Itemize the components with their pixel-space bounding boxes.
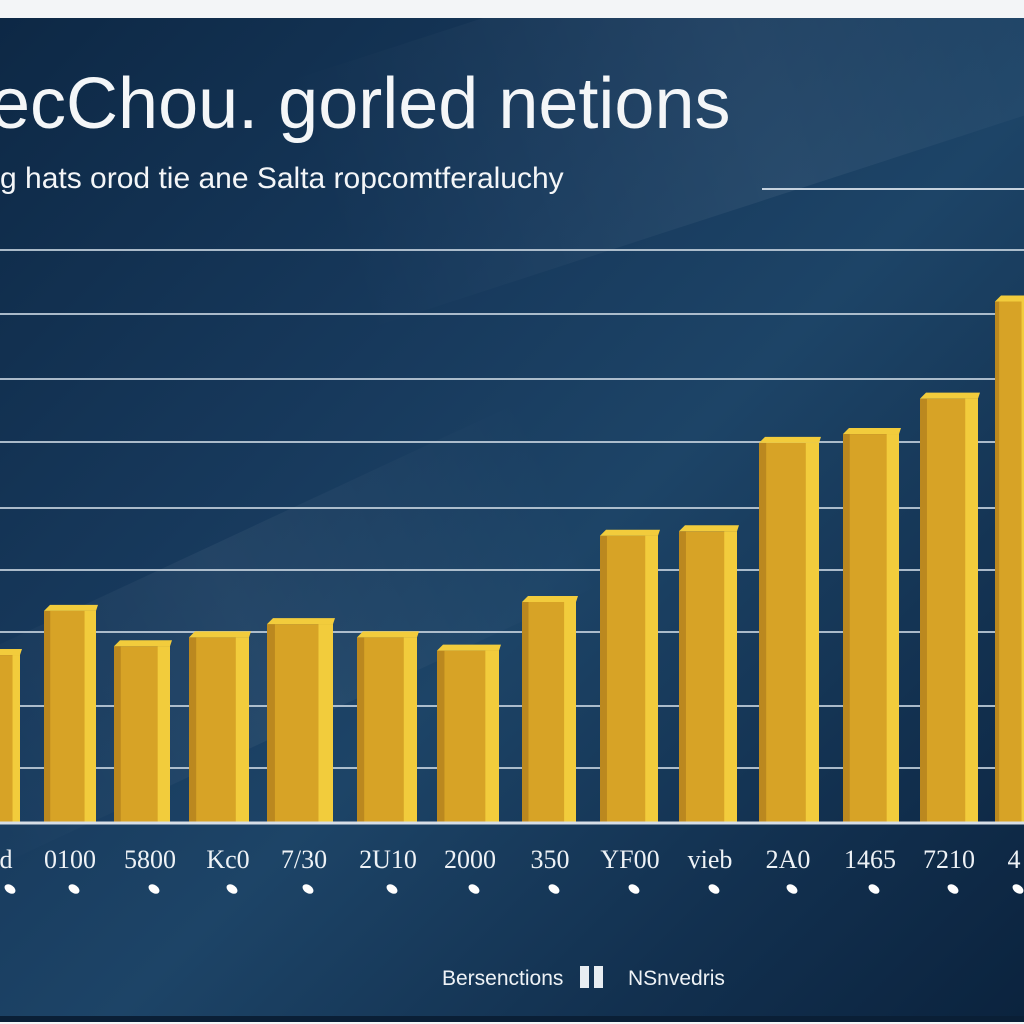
- legend-swatch: [580, 966, 589, 988]
- x-tick-label: vieb: [688, 845, 733, 874]
- bar-cap: [0, 649, 22, 656]
- tick-marker: [302, 884, 314, 894]
- legend-label: NSnvedris: [628, 967, 725, 990]
- bar-shade: [679, 531, 686, 823]
- bar-shade: [522, 602, 529, 823]
- bar-body: [995, 301, 1024, 823]
- tick-marker: [4, 884, 16, 894]
- bar: [357, 631, 419, 823]
- bar: [0, 649, 22, 823]
- x-tick-label: 7210: [923, 845, 975, 874]
- chart-subtitle: g hats orod tie ane Salta ropcomtferaluc…: [0, 162, 564, 195]
- bar-shade: [920, 398, 927, 823]
- bar-shade: [759, 442, 767, 823]
- tick-marker: [786, 884, 798, 894]
- bar-side: [235, 637, 249, 823]
- x-tick-label: 2A0: [766, 845, 811, 874]
- bar-cap: [267, 618, 335, 625]
- bar-shade: [995, 301, 1000, 823]
- bar-side: [886, 434, 899, 823]
- x-tick-label: YF00: [600, 845, 659, 874]
- bar-shade: [114, 646, 121, 823]
- x-tick-label: 7/30: [281, 845, 327, 874]
- tick-marker: [628, 884, 640, 894]
- bar-side: [84, 610, 96, 823]
- bar-side: [12, 655, 20, 823]
- tick-marker: [1012, 884, 1024, 894]
- bar-side: [318, 624, 333, 823]
- bar-cap: [679, 525, 739, 532]
- bar-shade: [600, 535, 607, 823]
- bar: [267, 618, 335, 823]
- bar-cap: [759, 436, 821, 443]
- bar-side: [805, 442, 819, 823]
- bar-shade: [437, 650, 445, 823]
- bar-cap: [995, 295, 1024, 302]
- bar: [114, 640, 172, 823]
- tick-marker: [386, 884, 398, 894]
- bar-cap: [600, 529, 660, 536]
- bar-side: [564, 602, 576, 823]
- bar: [759, 436, 821, 823]
- bar-shade: [357, 637, 365, 823]
- x-tick-label: 1465: [844, 845, 896, 874]
- bar-side: [724, 531, 737, 823]
- bar: [679, 525, 739, 823]
- bar-side: [965, 398, 978, 823]
- bar-cap: [843, 428, 901, 435]
- bar: [44, 604, 98, 823]
- x-tick-label: 2000: [444, 845, 496, 874]
- x-tick-label: Kc0: [206, 845, 249, 874]
- x-tick-label: 4: [1008, 845, 1021, 874]
- bar-side: [485, 650, 499, 823]
- legend: Bersenctions NSnvedris: [442, 966, 725, 990]
- bar: [920, 392, 980, 823]
- bar-cap: [437, 644, 501, 651]
- bar-shade: [843, 434, 850, 823]
- tick-marker: [68, 884, 80, 894]
- bar-cap: [114, 640, 172, 647]
- legend-swatch: [594, 966, 603, 988]
- bar: [189, 631, 251, 823]
- bar-cap: [920, 392, 980, 399]
- bar: [522, 596, 578, 823]
- bar-shade: [44, 610, 51, 823]
- legend-label: Bersenctions: [442, 967, 563, 990]
- bar: [995, 295, 1024, 823]
- chart-title: ecChou. gorled netions: [0, 64, 731, 144]
- x-tick-label: 5800: [124, 845, 176, 874]
- bar-side: [645, 535, 658, 823]
- bar-cap: [44, 604, 98, 611]
- tick-marker: [708, 884, 720, 894]
- bar-cap: [189, 631, 251, 638]
- bar-side: [1021, 301, 1024, 823]
- bar-cap: [522, 596, 578, 602]
- x-tick-label: 0100: [44, 845, 96, 874]
- tick-marker: [548, 884, 560, 894]
- bar-shade: [267, 624, 275, 823]
- x-tick-label: 350: [531, 845, 570, 874]
- bar-side: [157, 646, 170, 823]
- tick-marker: [468, 884, 480, 894]
- bar-cap: [357, 631, 419, 638]
- bar: [600, 529, 660, 823]
- tick-marker: [148, 884, 160, 894]
- bar-side: [403, 637, 417, 823]
- x-tick-label: d: [0, 845, 13, 874]
- bar-shade: [189, 637, 197, 823]
- tick-marker: [868, 884, 880, 894]
- bar: [437, 644, 501, 823]
- tick-marker: [947, 884, 959, 894]
- tick-marker: [226, 884, 238, 894]
- x-tick-label: 2U10: [359, 845, 417, 874]
- bar: [843, 428, 901, 823]
